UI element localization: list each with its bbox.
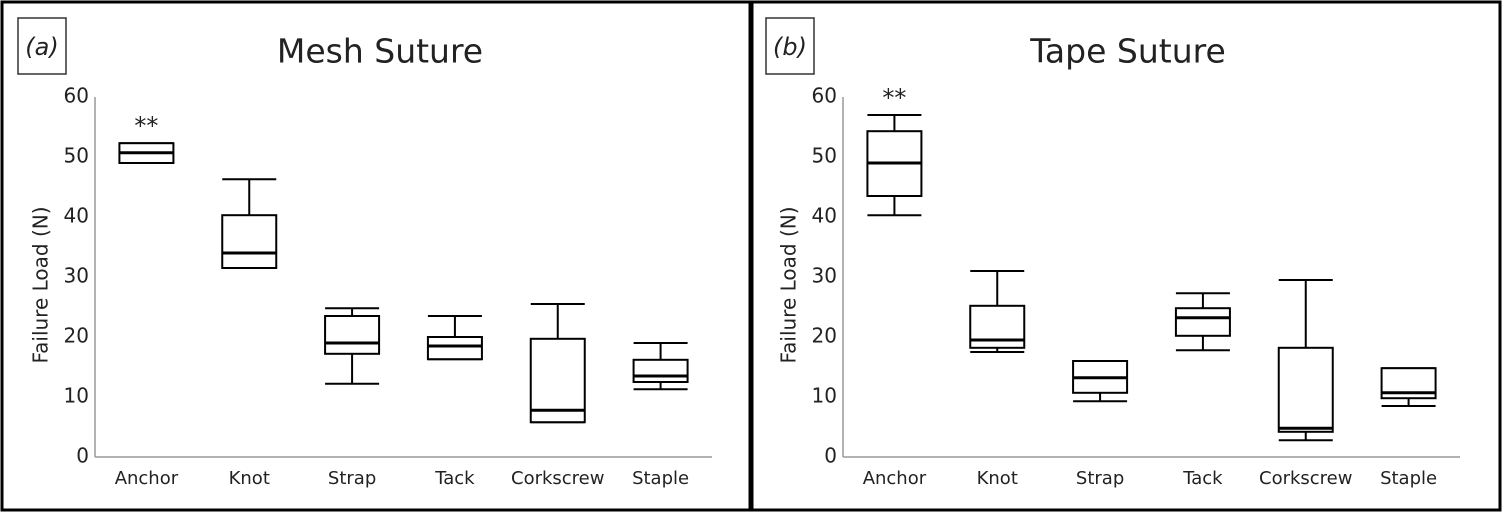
y-axis-label: Failure Load (N) (777, 206, 801, 363)
box (426, 336, 483, 361)
x-tick-label: Knot (229, 468, 270, 489)
chart-title: Tape Suture (1029, 32, 1226, 71)
y-tick-label: 0 (76, 444, 89, 468)
y-tick-label: 40 (64, 204, 89, 228)
panel-border (750, 0, 1502, 512)
panel-label-box (765, 17, 815, 75)
y-tick-label: 10 (812, 384, 837, 408)
y-axis-label: Failure Load (N) (29, 206, 53, 363)
box (529, 337, 586, 424)
panel-label-box (17, 17, 67, 75)
y-tick-label: 0 (824, 444, 837, 468)
y-tick-label: 50 (812, 144, 837, 168)
box (1277, 346, 1334, 433)
x-tick-label: Staple (1380, 468, 1437, 489)
box (632, 358, 689, 383)
box (324, 315, 381, 355)
y-tick-label: 60 (64, 84, 89, 108)
x-tick-label: Anchor (863, 468, 927, 489)
y-tick-label: 60 (812, 84, 837, 108)
x-tick-label: Strap (1076, 468, 1124, 489)
annotation: ** (882, 84, 906, 112)
x-tick-label: Tack (1182, 468, 1223, 489)
box (1174, 307, 1231, 337)
x-tick-label: Anchor (115, 468, 179, 489)
chart-title: Mesh Suture (277, 32, 483, 71)
panel-label: (b) (773, 33, 807, 61)
x-tick-label: Corkscrew (511, 468, 604, 489)
y-tick-label: 50 (64, 144, 89, 168)
y-tick-label: 20 (812, 324, 837, 348)
panel-border (0, 0, 752, 512)
annotation: ** (134, 112, 158, 140)
y-tick-label: 30 (812, 264, 837, 288)
x-tick-label: Tack (434, 468, 475, 489)
box (221, 214, 278, 269)
y-tick-label: 10 (64, 384, 89, 408)
x-tick-label: Staple (632, 468, 689, 489)
y-tick-label: 20 (64, 324, 89, 348)
x-tick-label: Strap (328, 468, 376, 489)
y-tick-label: 30 (64, 264, 89, 288)
x-tick-label: Corkscrew (1259, 468, 1352, 489)
panel-label: (a) (25, 33, 58, 61)
y-tick-label: 40 (812, 204, 837, 228)
x-tick-label: Knot (977, 468, 1018, 489)
